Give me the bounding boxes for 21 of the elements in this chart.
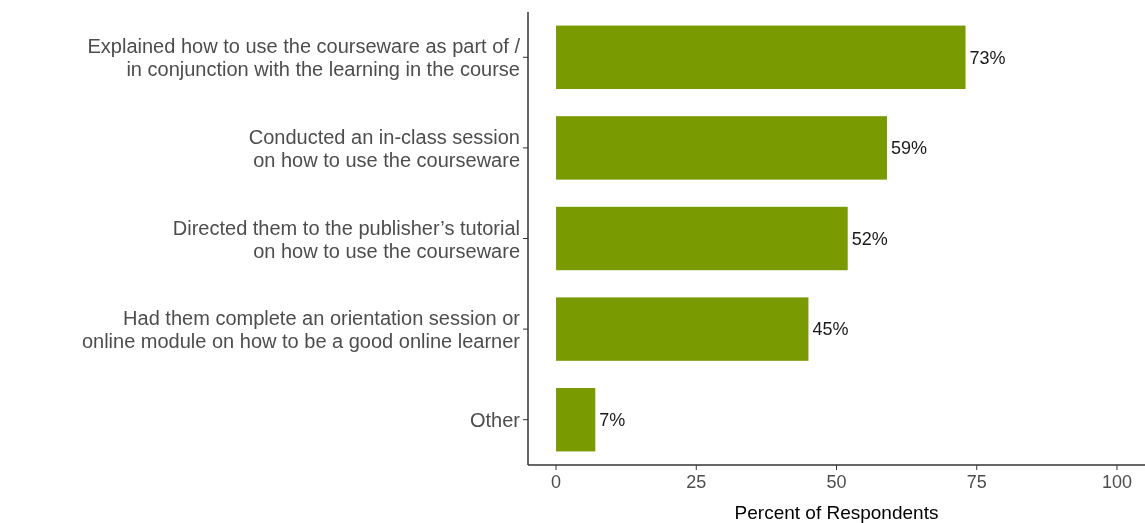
x-tick-label: 75 — [966, 472, 987, 492]
x-tick-label: 25 — [686, 472, 707, 492]
data-label: 52% — [851, 228, 888, 249]
bar — [556, 206, 848, 271]
y-tick-label: Explained how to use the courseware as part of / in conjunction with the learning in the course — [87, 35, 521, 81]
bar — [556, 116, 887, 180]
y-tick-label: Directed them to the publisher’s tutorial on how to use the courseware — [172, 216, 520, 262]
bar — [556, 297, 809, 361]
y-tick-label: Other — [469, 408, 521, 431]
data-label: 45% — [812, 319, 849, 340]
x-tick-label: 100 — [1101, 472, 1132, 492]
data-label: 73% — [969, 47, 1006, 68]
x-tick-label: 50 — [826, 472, 847, 492]
data-label: 7% — [599, 410, 626, 430]
y-tick-label: Had them complete an orientation session or online module on how to be a good online learner — [81, 307, 521, 353]
x-axis-title: Percent of Respondents — [734, 502, 939, 523]
y-tick-label: Conducted an in-class session on how to use the courseware — [248, 125, 520, 171]
x-tick-label: 0 — [551, 472, 562, 492]
data-label: 59% — [890, 138, 928, 159]
bar — [556, 25, 966, 90]
bar — [556, 387, 596, 452]
